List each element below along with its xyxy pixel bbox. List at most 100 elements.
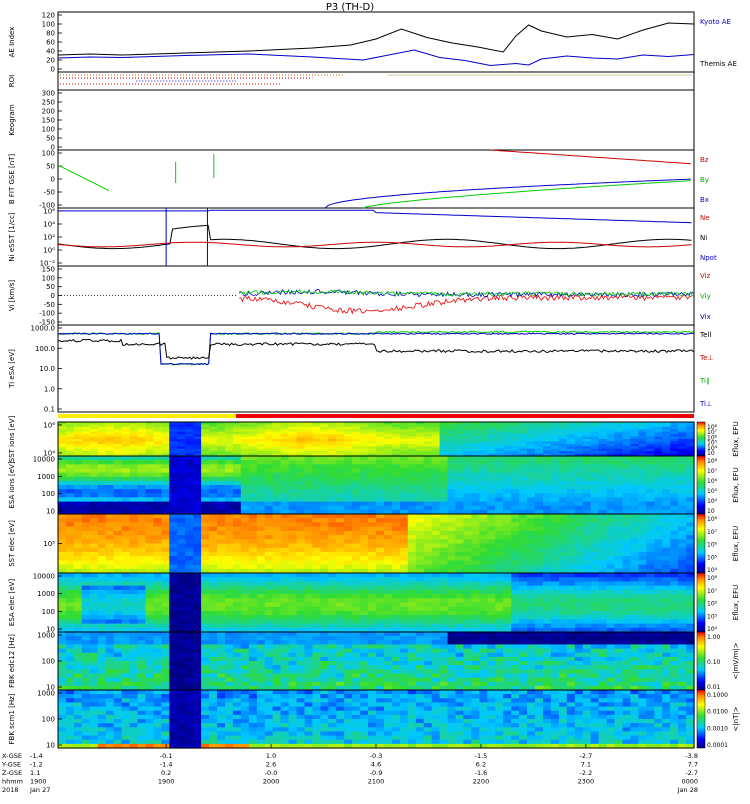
spec-cell (511, 611, 520, 616)
spec-cell (106, 678, 115, 683)
spec-cell (487, 514, 496, 519)
spec-cell (654, 619, 663, 624)
spec-cell (161, 665, 170, 670)
spec-cell (153, 481, 162, 486)
spec-cell (623, 477, 632, 482)
spec-cell (241, 657, 250, 662)
ytick-label: 50 (46, 163, 55, 171)
spec-cell (273, 514, 282, 519)
spec-cell (630, 607, 639, 612)
spec-cell (185, 611, 194, 616)
spec-cell (114, 468, 123, 473)
spec-cell (289, 493, 298, 498)
spec-cell (320, 611, 329, 616)
spec-cell (662, 577, 671, 582)
spec-cell (567, 531, 576, 536)
spec-cell (185, 603, 194, 608)
spec-cell (487, 464, 496, 469)
spec-cell (376, 527, 385, 532)
spec-cell (122, 497, 131, 502)
spec-cell (98, 527, 107, 532)
spec-cell (273, 489, 282, 494)
spec-cell (392, 603, 401, 608)
spec-cell (599, 518, 608, 523)
spec-cell (440, 468, 449, 473)
spec-cell (495, 493, 504, 498)
spec-cell (352, 615, 361, 620)
spec-cell (161, 607, 170, 612)
spec-cell (623, 506, 632, 511)
spec-cell (209, 544, 218, 549)
spec-cell (511, 581, 520, 586)
spec-cell (225, 477, 234, 482)
spec-cell (599, 577, 608, 582)
spec-cell (161, 527, 170, 532)
spec-cell (424, 603, 433, 608)
spec-cell (623, 527, 632, 532)
spec-cell (273, 581, 282, 586)
spec-cell (495, 473, 504, 478)
spec-cell (312, 603, 321, 608)
spec-cell (479, 607, 488, 612)
spec-cell (670, 552, 679, 557)
spec-cell (297, 539, 306, 544)
spec-cell (424, 556, 433, 561)
spec-cell (257, 603, 266, 608)
spec-cell (233, 485, 242, 490)
spec-cell (281, 460, 290, 465)
spec-cell (185, 514, 194, 519)
spec-cell (638, 518, 647, 523)
spec-cell (58, 624, 67, 629)
spec-cell (82, 539, 91, 544)
spec-cell (360, 548, 369, 553)
spec-cell (630, 556, 639, 561)
spec-cell (503, 544, 512, 549)
spec-cell (257, 565, 266, 570)
spec-cell (145, 518, 154, 523)
spec-cell (416, 594, 425, 599)
spec-cell (320, 489, 329, 494)
spec-cell (66, 468, 75, 473)
spec-cell (336, 527, 345, 532)
spec-cell (297, 603, 306, 608)
spec-cell (583, 460, 592, 465)
spec-cell (432, 577, 441, 582)
spec-cell (519, 489, 528, 494)
spec-cell (638, 460, 647, 465)
spec-cell (615, 619, 624, 624)
spec-cell (432, 548, 441, 553)
spec-cell (209, 489, 218, 494)
spec-cell (591, 468, 600, 473)
spec-cell (145, 611, 154, 616)
spec-cell (114, 456, 123, 461)
spec-cell (678, 493, 687, 498)
spec-cell (114, 586, 123, 591)
spec-cell (153, 586, 162, 591)
spec-cell (257, 560, 266, 565)
spec-cell (376, 502, 385, 507)
spec-cell (503, 497, 512, 502)
spec-cell (98, 644, 107, 649)
spec-cell (591, 552, 600, 557)
spec-cell (82, 514, 91, 519)
spec-cell (169, 556, 178, 561)
colorbar-tick: 10⁶ (707, 478, 718, 485)
spec-cell (225, 489, 234, 494)
spec-cell (336, 624, 345, 629)
spec-cell (312, 577, 321, 582)
spec-cell (90, 531, 99, 536)
spec-cell (519, 539, 528, 544)
spec-cell (646, 603, 655, 608)
spec-cell (193, 485, 202, 490)
spec-cell (273, 590, 282, 595)
spec-cell (297, 489, 306, 494)
spec-cell (145, 552, 154, 557)
spec-cell (583, 481, 592, 486)
spec-cell (58, 514, 67, 519)
spec-cell (130, 522, 139, 527)
spec-cell (432, 464, 441, 469)
spec-cell (535, 502, 544, 507)
spec-cell (495, 468, 504, 473)
spec-cell (130, 552, 139, 557)
spec-cell (662, 539, 671, 544)
